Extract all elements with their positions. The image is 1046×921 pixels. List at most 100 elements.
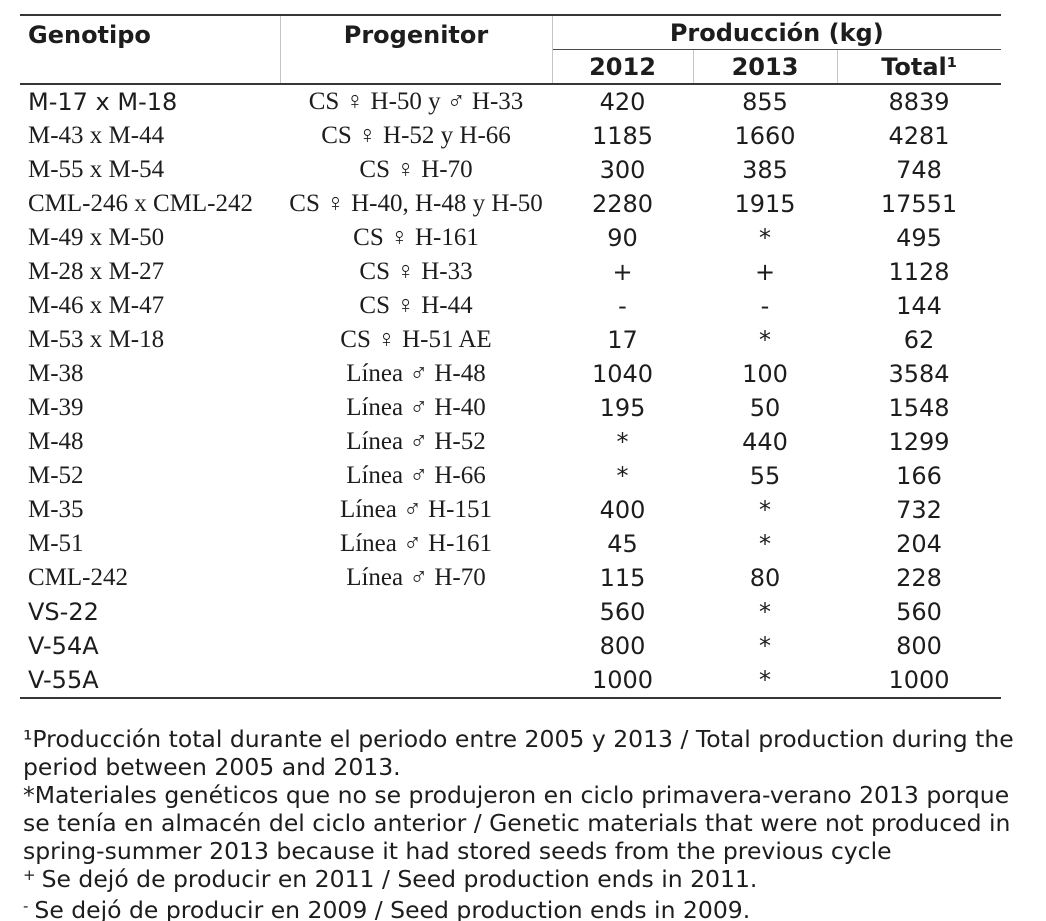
- production-2012-cell: 300: [599, 156, 646, 184]
- progenitor-cell: [280, 595, 552, 629]
- production-2012-cell: 90: [607, 224, 638, 252]
- production-2012-cell: 800: [599, 632, 646, 660]
- total-cell: 144: [896, 292, 942, 320]
- total-cell: 17551: [880, 190, 958, 218]
- genotype-cell: M-48: [28, 428, 84, 455]
- column-header-progenitor: Progenitor: [280, 15, 553, 84]
- total-cell: 204: [896, 530, 942, 558]
- table-row: M-17 x M-18 CS ♀ H-50 y ♂ H-33 420 855 8839: [20, 84, 1001, 119]
- table-row: M-39 Línea ♂ H-40 195 50 1548: [20, 391, 1001, 425]
- production-2013-cell: *: [759, 632, 771, 660]
- footnote-text: Se dejó de producir en 2009 / Seed produ…: [34, 896, 751, 921]
- total-cell: 1299: [888, 428, 950, 456]
- column-header-2013: 2013: [693, 49, 838, 84]
- production-2013-cell: 385: [742, 156, 788, 184]
- progenitor-cell: Línea ♂ H-151: [339, 496, 493, 523]
- production-2012-cell: *: [616, 462, 629, 490]
- table-row: M-53 x M-18 CS ♀ H-51 AE 17 * 62: [20, 323, 1001, 357]
- total-cell: 3584: [888, 360, 950, 388]
- header-row-1: Genotipo Progenitor Producción (kg): [20, 15, 1002, 84]
- table-row: M-48 Línea ♂ H-52 * 440 1299: [20, 425, 1001, 459]
- genotype-cell: M-17 x M-18: [28, 88, 178, 116]
- column-header-genotipo: Genotipo: [20, 15, 281, 84]
- total-cell: 166: [896, 462, 942, 490]
- genotype-cell: CML-246 x CML-242: [28, 190, 253, 217]
- production-2012-cell: *: [616, 428, 629, 456]
- progenitor-cell: Línea ♂ H-70: [346, 564, 486, 591]
- production-2013-cell: +: [754, 258, 776, 286]
- progenitor-cell: CS ♀ H-161: [353, 224, 479, 251]
- table-row: M-55 x M-54 CS ♀ H-70 300 385 748: [20, 153, 1001, 187]
- progenitor-cell: CS ♀ H-52 y H-66: [321, 122, 511, 149]
- progenitor-cell: Línea ♂ H-66: [346, 462, 486, 489]
- column-header-2012: 2012: [552, 49, 694, 84]
- table-body: M-17 x M-18 CS ♀ H-50 y ♂ H-33 420 855 8839 M…: [20, 84, 1002, 698]
- total-cell: 1128: [888, 258, 950, 286]
- table-row: M-52 Línea ♂ H-66 * 55 166: [20, 459, 1001, 493]
- progenitor-cell: CS ♀ H-50 y ♂ H-33: [308, 88, 524, 115]
- header-row-2: 2012 2013 Total¹: [20, 49, 1001, 84]
- production-2013-cell: 100: [742, 360, 788, 388]
- footnote-marker: ¹: [23, 725, 33, 753]
- progenitor-cell: [280, 629, 552, 663]
- production-2012-cell: 17: [607, 326, 638, 354]
- progenitor-cell: Línea ♂ H-48: [346, 360, 486, 387]
- genotype-cell: M-53 x M-18: [28, 326, 165, 353]
- genotype-cell: M-46 x M-47: [28, 292, 165, 319]
- production-2012-cell: 420: [599, 88, 646, 116]
- genotype-cell: M-49 x M-50: [28, 224, 165, 251]
- table-row: M-43 x M-44 CS ♀ H-52 y H-66 1185 1660 4281: [20, 119, 1001, 153]
- production-table: Genotipo Progenitor Producción (kg) 2012…: [20, 14, 1002, 699]
- total-cell: 732: [896, 496, 942, 524]
- genotype-cell: M-52: [28, 462, 84, 489]
- production-2013-cell: 855: [742, 88, 788, 116]
- progenitor-cell: CS ♀ H-33: [359, 258, 473, 285]
- total-cell: 560: [896, 598, 942, 626]
- production-2012-cell: 400: [599, 496, 646, 524]
- table-row: M-38 Línea ♂ H-48 1040 100 3584: [20, 357, 1001, 391]
- production-2012-cell: 2280: [591, 190, 654, 218]
- footnote: ¹Producción total durante el periodo ent…: [23, 725, 1026, 781]
- production-2012-cell: 560: [599, 598, 646, 626]
- footnote-marker: +: [23, 866, 36, 884]
- production-2013-cell: *: [759, 224, 771, 252]
- total-cell: 1000: [888, 666, 950, 694]
- genotype-cell: M-38: [28, 360, 84, 387]
- production-2012-cell: 115: [599, 564, 646, 592]
- table-row: M-35 Línea ♂ H-151 400 * 732: [20, 493, 1001, 527]
- total-cell: 62: [903, 326, 935, 354]
- production-2013-cell: *: [759, 666, 771, 694]
- production-2013-cell: 55: [749, 462, 781, 490]
- production-2013-cell: *: [759, 530, 771, 558]
- production-2013-cell: 50: [749, 394, 781, 422]
- table-row: M-51 Línea ♂ H-161 45 * 204: [20, 527, 1001, 561]
- production-2012-cell: -: [618, 292, 627, 320]
- column-header-produccion-kg: Producción (kg): [552, 15, 1002, 50]
- genotype-cell: M-51: [28, 530, 84, 557]
- table-row: CML-246 x CML-242 CS ♀ H-40, H-48 y H-50 2…: [20, 187, 1001, 221]
- progenitor-cell: CS ♀ H-40, H-48 y H-50: [289, 190, 543, 217]
- total-cell: 228: [896, 564, 942, 592]
- production-2013-cell: 1660: [734, 122, 796, 150]
- footnote-text: Materiales genéticos que no se produjero…: [23, 781, 1011, 865]
- footnote: - Se dejó de producir en 2009 / Seed prod…: [23, 896, 1026, 921]
- footnote: + Se dejó de producir en 2011 / Seed prod…: [23, 865, 1026, 896]
- table-row: M-28 x M-27 CS ♀ H-33 + +1128: [20, 255, 1001, 289]
- production-2012-cell: 1000: [591, 666, 654, 694]
- genotype-cell: V-55A: [28, 666, 99, 694]
- production-2012-cell: 1185: [591, 122, 654, 150]
- footnote: *Materiales genéticos que no se produjer…: [23, 781, 1026, 865]
- footnotes: ¹Producción total durante el periodo ent…: [20, 725, 1026, 921]
- table-row: VS-22 560 * 560: [20, 595, 1001, 629]
- total-cell: 495: [896, 224, 942, 252]
- total-cell: 8839: [888, 88, 950, 116]
- production-2013-cell: 80: [749, 564, 781, 592]
- footnote-marker: -: [23, 897, 29, 915]
- production-2013-cell: 440: [742, 428, 788, 456]
- progenitor-cell: CS ♀ H-44: [359, 292, 473, 319]
- table-header: Genotipo Progenitor Producción (kg) 2012…: [20, 15, 1002, 84]
- total-cell: 748: [896, 156, 942, 184]
- genotype-cell: M-28 x M-27: [28, 258, 165, 285]
- table-row: V-54A 800 * 800: [20, 629, 1001, 663]
